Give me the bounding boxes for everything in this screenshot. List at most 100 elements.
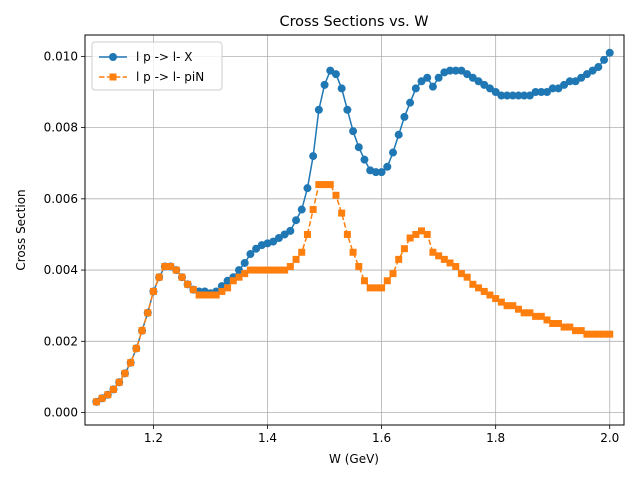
data-point: [320, 80, 329, 89]
data-point: [201, 291, 209, 299]
data-point: [485, 84, 494, 93]
plot-frame: [84, 34, 625, 426]
data-point: [418, 227, 426, 235]
data-point: [468, 73, 477, 82]
data-point: [486, 291, 494, 299]
data-point: [189, 286, 197, 294]
data-point: [389, 270, 397, 278]
data-point: [132, 344, 140, 352]
x-axis-label: W (GeV): [329, 452, 379, 466]
data-point: [434, 73, 443, 82]
data-point: [417, 77, 426, 86]
data-point: [394, 130, 403, 139]
data-point: [297, 205, 306, 214]
data-point: [326, 181, 334, 189]
data-point: [303, 230, 311, 238]
data-point: [440, 255, 448, 263]
data-point: [451, 66, 460, 75]
data-point: [543, 316, 551, 324]
data-point: [548, 84, 557, 93]
data-point: [281, 266, 289, 274]
legend-label: l p -> l- piN: [136, 70, 204, 84]
data-point: [446, 259, 454, 267]
data-point: [395, 255, 403, 263]
data-point: [475, 284, 483, 292]
data-point: [428, 82, 437, 91]
data-point: [104, 391, 112, 399]
data-point: [298, 248, 306, 256]
data-point: [526, 309, 534, 317]
data-point: [514, 91, 523, 100]
data-point: [235, 273, 243, 281]
data-point: [480, 80, 489, 89]
data-point: [537, 87, 546, 96]
data-point: [429, 248, 437, 256]
data-point: [269, 266, 277, 274]
data-point: [138, 327, 146, 335]
x-tick-label: 2.0: [600, 431, 619, 445]
data-point: [355, 263, 363, 271]
data-point: [195, 291, 203, 299]
data-point: [583, 330, 591, 338]
data-point: [280, 230, 289, 239]
data-point: [480, 287, 488, 295]
data-point: [314, 105, 323, 114]
data-point: [554, 84, 563, 93]
data-point: [149, 287, 157, 295]
data-point: [452, 263, 460, 271]
data-point: [338, 209, 346, 217]
data-point: [457, 270, 465, 278]
data-point: [360, 277, 368, 285]
data-point: [178, 273, 186, 281]
data-point: [594, 63, 603, 72]
data-point: [560, 80, 569, 89]
legend-entry: l p -> l- X: [99, 50, 192, 64]
legend-entry: l p -> l- piN: [99, 70, 204, 84]
data-point: [463, 273, 471, 281]
data-point: [309, 206, 317, 214]
data-point: [184, 280, 192, 288]
data-point: [224, 284, 232, 292]
data-point: [331, 70, 340, 79]
data-point: [600, 55, 609, 64]
data-point: [241, 270, 249, 278]
data-point: [520, 309, 528, 317]
x-tick-label: 1.8: [486, 431, 505, 445]
data-point: [446, 66, 455, 75]
y-tick-label: 0.008: [44, 121, 78, 135]
data-point: [605, 48, 614, 57]
data-point: [309, 152, 318, 161]
data-point: [378, 284, 386, 292]
data-point: [606, 330, 614, 338]
data-point: [274, 234, 283, 243]
data-point: [360, 155, 369, 164]
data-point: [572, 327, 580, 335]
data-point: [252, 244, 261, 253]
data-point: [565, 77, 574, 86]
data-point: [423, 230, 431, 238]
data-point: [240, 258, 249, 267]
data-point: [474, 77, 483, 86]
data-point: [566, 323, 574, 331]
x-tick-label: 1.2: [144, 431, 163, 445]
data-point: [229, 277, 237, 285]
series-layer: [92, 48, 614, 406]
ticks: 1.2 1.4 1.6 1.8 2.0 0.000 0.002 0.004 0.006 0.008…: [44, 49, 620, 445]
data-point: [349, 248, 357, 256]
y-tick-label: 0.000: [44, 406, 78, 420]
data-point: [292, 216, 301, 225]
data-point: [246, 250, 255, 259]
data-point: [269, 237, 278, 246]
data-point: [554, 319, 562, 327]
data-point: [349, 127, 358, 136]
data-point: [326, 66, 335, 75]
data-point: [537, 312, 545, 320]
data-point: [354, 143, 363, 152]
data-point: [286, 226, 295, 235]
data-point: [332, 191, 340, 199]
data-point: [383, 277, 391, 285]
x-tick-label: 1.6: [372, 431, 391, 445]
chart-title: Cross Sections vs. W: [280, 14, 429, 30]
data-point: [491, 87, 500, 96]
series-2: [92, 181, 614, 406]
